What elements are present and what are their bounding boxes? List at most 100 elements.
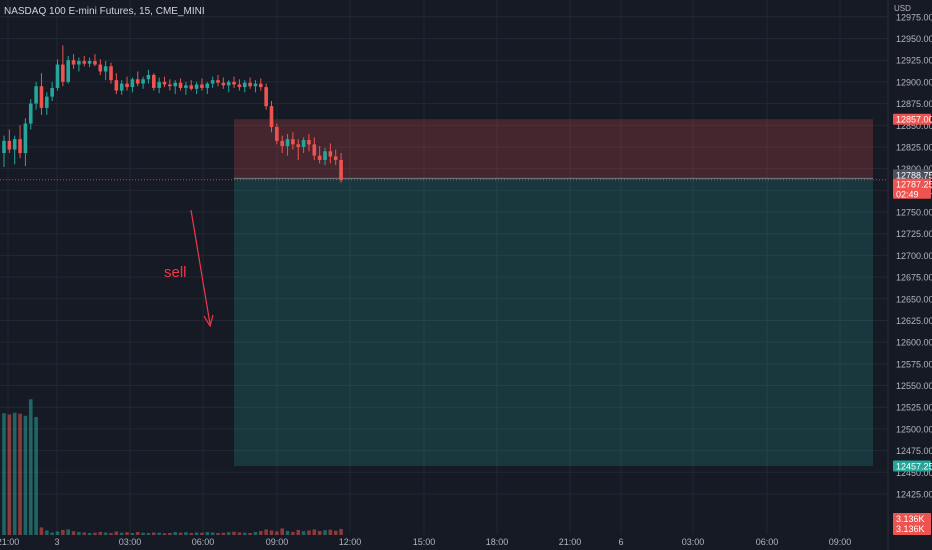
volume-bar xyxy=(291,531,295,535)
last-price-tag-bg xyxy=(893,178,931,199)
price-tick-label: 12500.00 xyxy=(896,424,932,434)
volume-bar xyxy=(114,531,119,535)
stop-price-tag-bg xyxy=(893,113,931,125)
volume-bar xyxy=(237,532,242,535)
time-tick-label: 21:00 xyxy=(0,537,19,547)
candle-body xyxy=(232,81,236,85)
candle-body xyxy=(157,81,161,88)
candle-body xyxy=(7,140,12,150)
price-tick-label: 12925.00 xyxy=(896,56,932,66)
volume-bar xyxy=(205,531,210,535)
time-tick-label: 06:00 xyxy=(192,537,215,547)
candle-body xyxy=(39,86,44,108)
candle-body xyxy=(77,61,81,65)
price-tick-label: 12750.00 xyxy=(896,208,932,218)
time-tick-label: 03:00 xyxy=(119,537,142,547)
candle-body xyxy=(221,82,226,86)
candle-body xyxy=(285,139,290,147)
volume-bar xyxy=(200,532,204,535)
candle-body xyxy=(28,103,33,124)
volume-bar xyxy=(275,531,279,535)
sell-label: sell xyxy=(164,264,187,281)
volume-bar xyxy=(242,532,247,535)
time-tick-label: 21:00 xyxy=(559,537,582,547)
volume-bar xyxy=(312,529,317,535)
volume-bar xyxy=(152,532,156,535)
volume-bar xyxy=(87,532,92,535)
candle-body xyxy=(146,74,151,80)
candle-body xyxy=(216,80,220,83)
time-axis[interactable]: 21:00 3 03:00 06:00 09:00 12:00 15:00 18:00 21:0… xyxy=(0,537,851,547)
time-tick-label: 09:00 xyxy=(266,537,289,547)
candle-body xyxy=(152,74,156,88)
volume-bar xyxy=(146,532,151,535)
sell-annotation[interactable]: sell xyxy=(164,209,214,328)
candle-body xyxy=(237,84,242,88)
volume-bar xyxy=(226,532,231,535)
candle-body xyxy=(280,140,284,147)
volume-tag-text: 3.136K xyxy=(896,514,925,524)
entry-price-tag-bg xyxy=(893,169,931,180)
target-price-tag-bg xyxy=(893,460,931,472)
candle-body xyxy=(2,140,6,154)
volume-bar xyxy=(194,532,199,535)
candle-body xyxy=(312,144,317,156)
volume-bar xyxy=(28,399,33,535)
volume-bar xyxy=(210,532,215,535)
price-tick-label: 12700.00 xyxy=(896,251,932,261)
time-tick-label: 6 xyxy=(618,537,623,547)
symbol-title[interactable]: NASDAQ 100 E-mini Futures, 15, CME_MINI xyxy=(4,6,205,17)
volume-bar xyxy=(280,528,284,535)
volume-bar xyxy=(61,529,65,535)
volume-bar xyxy=(323,530,327,535)
volume-bar xyxy=(221,532,226,535)
candle-body xyxy=(141,79,145,84)
volume-bar xyxy=(248,532,252,535)
candle-body xyxy=(275,126,279,141)
candle-body xyxy=(71,60,76,65)
sell-arrow xyxy=(190,209,211,325)
target-price-tag-text: 12457.25 xyxy=(896,462,932,472)
price-tick-label: 12850.00 xyxy=(896,121,932,131)
candle-body xyxy=(194,84,199,89)
candle-body xyxy=(253,83,258,87)
candle-body xyxy=(66,60,70,82)
candle-body xyxy=(12,139,17,150)
candle-body xyxy=(248,82,252,87)
candle-body xyxy=(45,96,49,108)
volume-bar xyxy=(269,530,274,535)
volume-bar xyxy=(77,531,81,535)
entry-price-tag-text: 12788.75 xyxy=(896,170,932,180)
volume-tag-bg xyxy=(893,513,931,535)
position-zones[interactable] xyxy=(234,119,873,467)
volume-bar xyxy=(7,414,12,535)
candle-body xyxy=(226,81,231,86)
volume-bar xyxy=(141,532,145,535)
candle-body xyxy=(323,151,327,160)
candle-body xyxy=(125,83,129,88)
volume-bar xyxy=(125,532,129,535)
candles xyxy=(2,45,343,183)
volume-bar xyxy=(184,532,188,535)
candle-body xyxy=(189,85,194,89)
volume-bar xyxy=(264,529,268,535)
take-profit-zone xyxy=(234,178,873,467)
candle-body xyxy=(184,85,188,88)
price-tick-label: 12875.00 xyxy=(896,99,932,109)
candle-body xyxy=(178,82,183,88)
candle-body xyxy=(328,151,333,157)
candle-body xyxy=(173,82,177,87)
price-tick-label: 12600.00 xyxy=(896,338,932,348)
volume-bar xyxy=(93,532,97,535)
candle-body xyxy=(82,61,87,64)
candle-body xyxy=(333,156,338,160)
price-axis[interactable]: 12975.00 12950.00 12925.00 12900.00 12875.00… xyxy=(887,0,932,550)
candle-body xyxy=(130,79,135,88)
candle-body xyxy=(119,83,124,91)
price-tick-label: 12950.00 xyxy=(896,34,932,44)
last-price-tag-text: 02:49 xyxy=(896,190,919,200)
price-tick-label: 12975.00 xyxy=(896,12,932,22)
volume-bar xyxy=(2,413,6,535)
volume-bar xyxy=(216,532,220,535)
